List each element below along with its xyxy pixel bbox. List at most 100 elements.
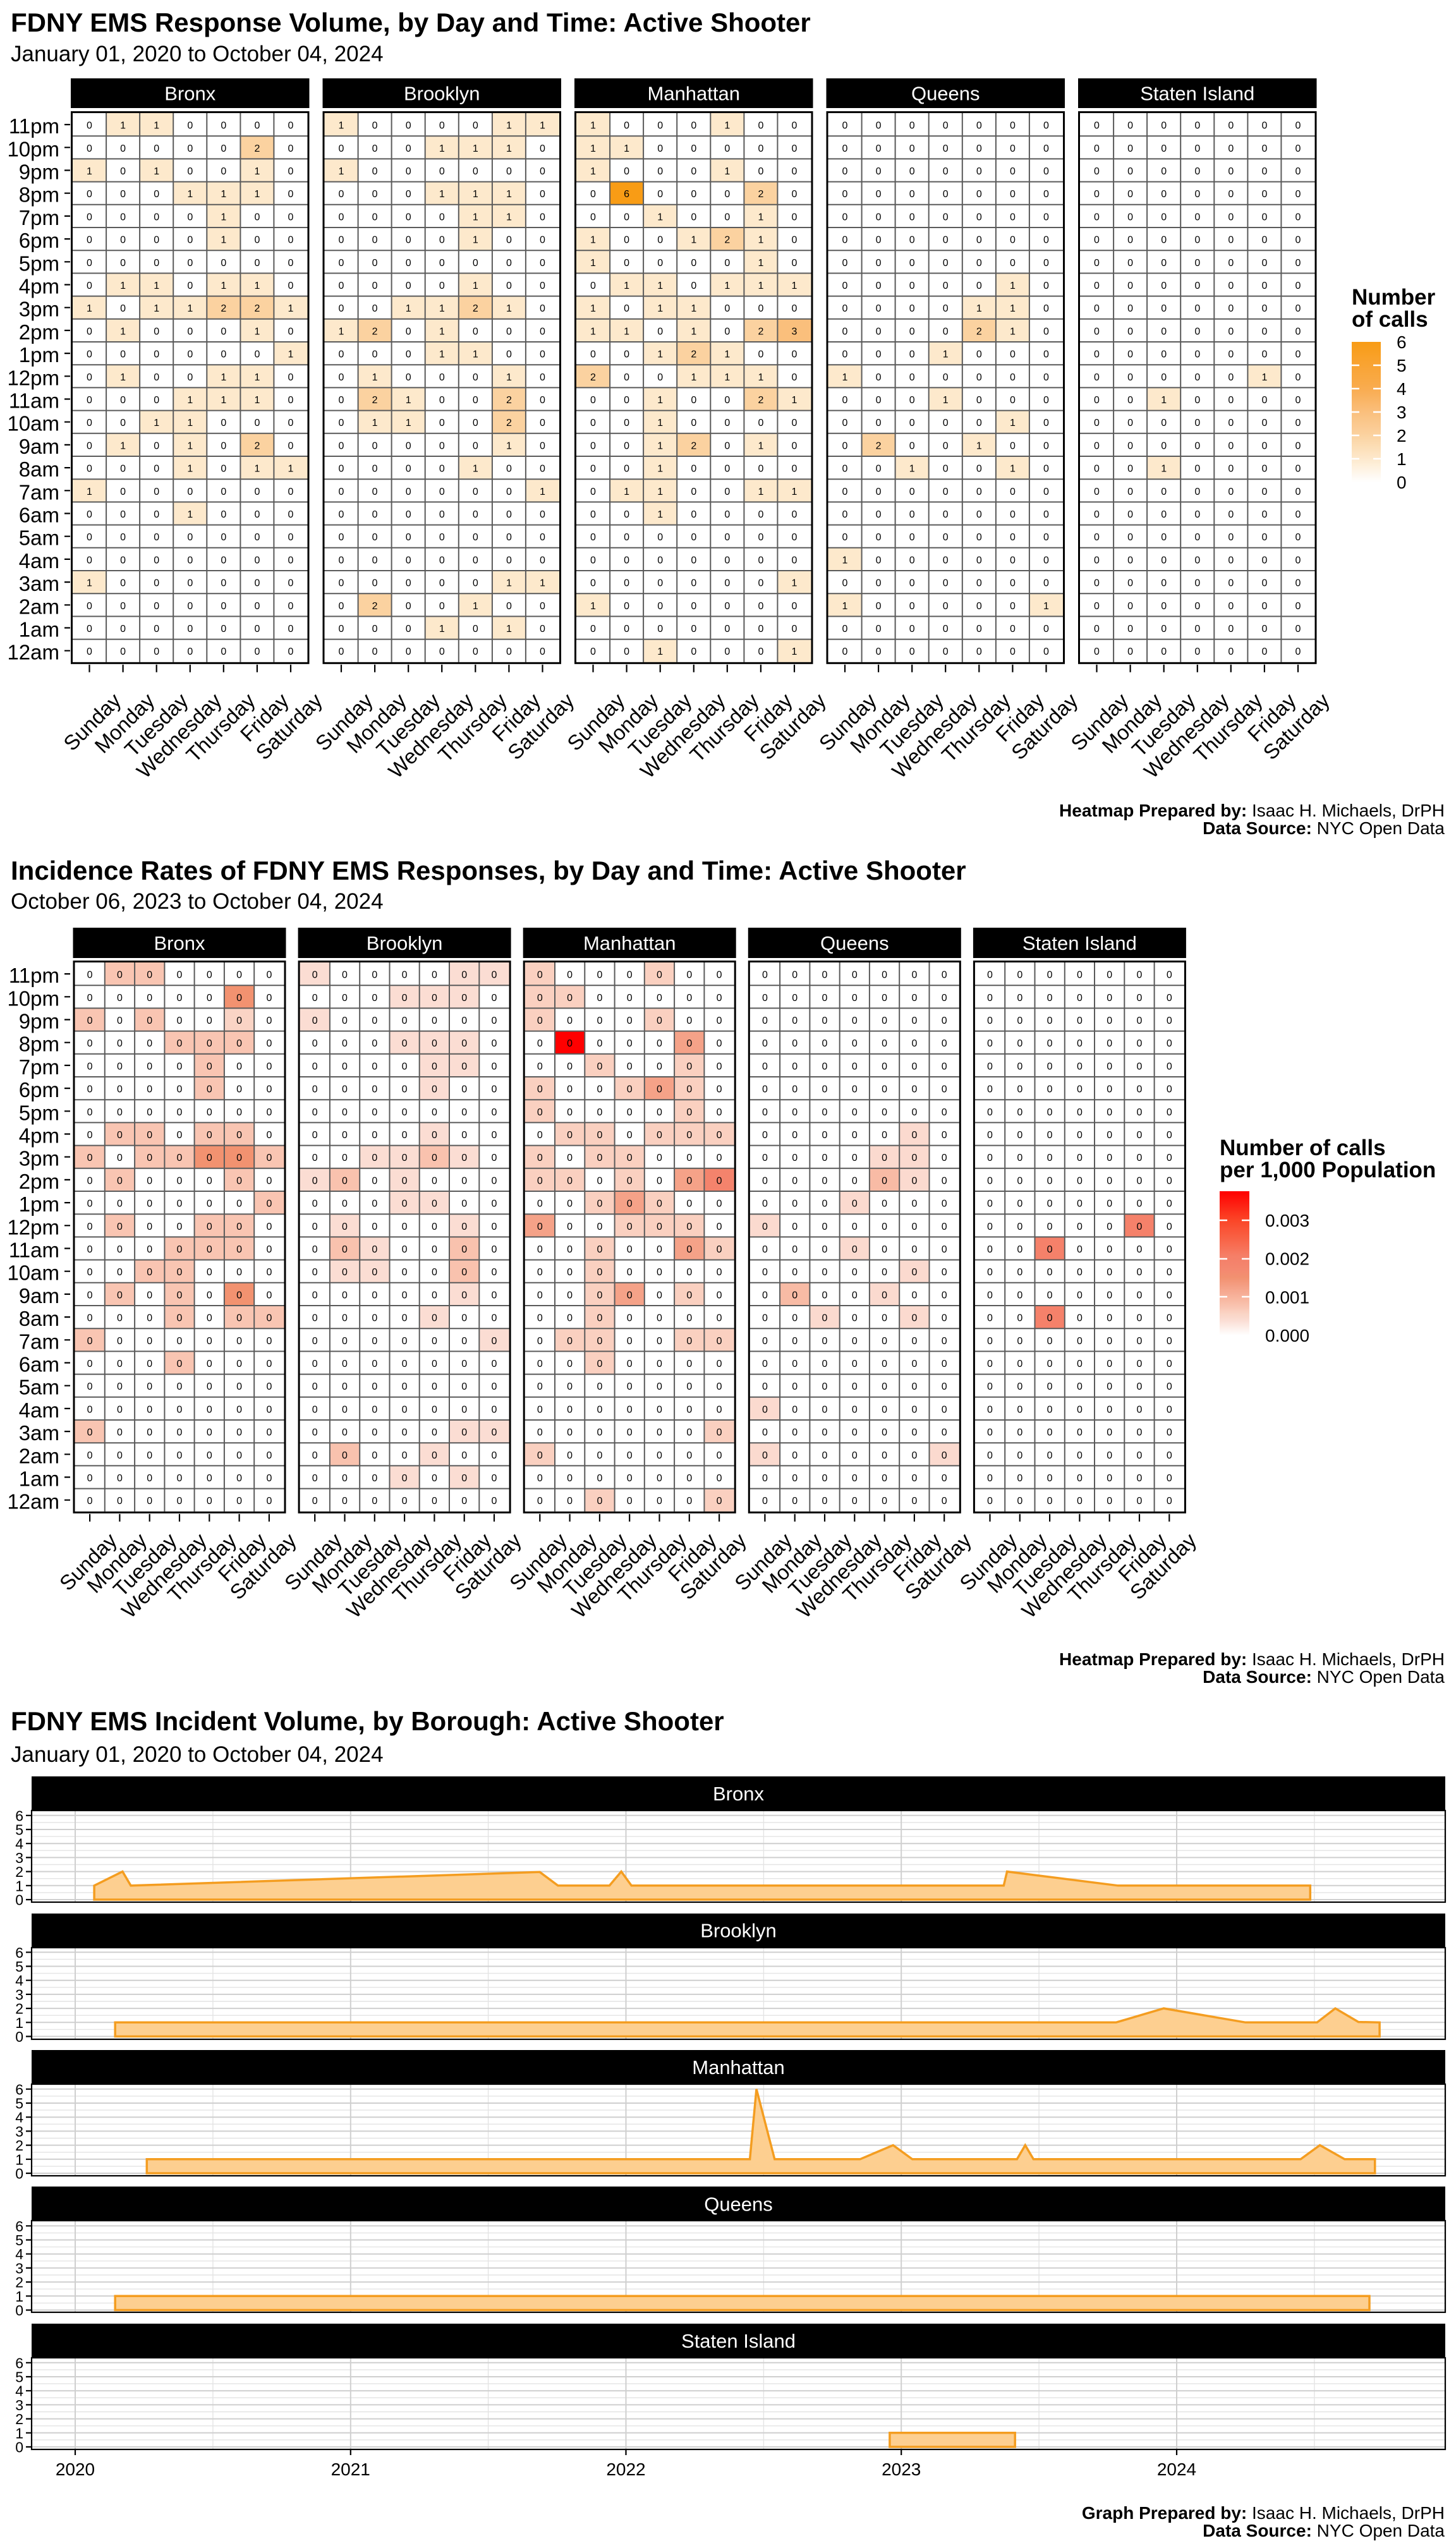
svg-text:0: 0 — [876, 509, 882, 520]
svg-text:0: 0 — [987, 1153, 993, 1163]
svg-text:2: 2 — [15, 2137, 23, 2154]
svg-text:0: 0 — [154, 487, 159, 497]
svg-text:0: 0 — [432, 1199, 437, 1210]
svg-text:0: 0 — [537, 1016, 543, 1026]
svg-text:0: 0 — [540, 235, 545, 246]
svg-text:0: 0 — [1295, 349, 1301, 360]
svg-text:0: 0 — [117, 1244, 123, 1255]
svg-text:0: 0 — [473, 487, 478, 497]
svg-text:0: 0 — [822, 1061, 828, 1072]
svg-text:1: 1 — [657, 395, 663, 406]
svg-text:0: 0 — [147, 1404, 152, 1415]
svg-text:0: 0 — [339, 143, 344, 154]
svg-text:0: 0 — [207, 1267, 212, 1278]
svg-text:0: 0 — [1077, 1222, 1083, 1232]
svg-text:0: 0 — [1127, 349, 1133, 360]
svg-text:0: 0 — [461, 1428, 467, 1438]
svg-text:0: 0 — [236, 1313, 242, 1324]
svg-text:0: 0 — [657, 1496, 662, 1507]
svg-text:0: 0 — [406, 326, 411, 337]
svg-text:0: 0 — [339, 395, 344, 406]
svg-text:0: 0 — [567, 1107, 573, 1118]
svg-text:0: 0 — [439, 166, 445, 177]
svg-text:0: 0 — [372, 532, 378, 543]
svg-text:0: 0 — [717, 1084, 722, 1095]
svg-text:0: 0 — [943, 440, 949, 451]
svg-text:0: 0 — [842, 646, 848, 657]
svg-text:0: 0 — [120, 235, 126, 246]
svg-text:0: 0 — [154, 212, 159, 222]
svg-text:1: 1 — [657, 509, 663, 520]
svg-text:0: 0 — [461, 1175, 467, 1186]
svg-text:0: 0 — [792, 166, 798, 177]
svg-text:0: 0 — [266, 1473, 272, 1484]
svg-text:0: 0 — [627, 1107, 633, 1118]
svg-text:0: 0 — [473, 509, 478, 520]
svg-text:0: 0 — [1261, 509, 1267, 520]
svg-text:0: 0 — [1228, 326, 1234, 337]
svg-text:0: 0 — [492, 1107, 497, 1118]
svg-text:0: 0 — [686, 1336, 692, 1347]
svg-text:2020: 2020 — [56, 2460, 95, 2479]
svg-text:0: 0 — [943, 578, 949, 589]
svg-text:0: 0 — [792, 1267, 798, 1278]
svg-text:0: 0 — [1194, 258, 1200, 269]
svg-text:0: 0 — [236, 1175, 242, 1186]
svg-text:0: 0 — [1010, 487, 1016, 497]
svg-text:0: 0 — [339, 258, 344, 269]
svg-text:0: 0 — [342, 1496, 348, 1507]
svg-text:per 1,000 Population: per 1,000 Population — [1220, 1158, 1436, 1182]
svg-text:0: 0 — [236, 1153, 242, 1163]
svg-text:1: 1 — [120, 121, 126, 131]
svg-text:1: 1 — [590, 166, 596, 177]
svg-text:0: 0 — [312, 1244, 318, 1255]
svg-text:0: 0 — [691, 555, 696, 566]
svg-text:0: 0 — [406, 143, 411, 154]
svg-text:0: 0 — [1077, 1130, 1083, 1141]
svg-text:0: 0 — [312, 1473, 318, 1484]
svg-text:0: 0 — [842, 212, 848, 222]
svg-text:0: 0 — [492, 1153, 497, 1163]
svg-text:0: 0 — [236, 1428, 242, 1438]
svg-text:0: 0 — [987, 1222, 993, 1232]
svg-text:0: 0 — [1295, 509, 1301, 520]
svg-text:0: 0 — [686, 993, 692, 1004]
svg-text:0: 0 — [976, 464, 982, 475]
svg-text:0: 0 — [624, 235, 629, 246]
svg-text:0: 0 — [540, 258, 545, 269]
svg-text:1: 1 — [506, 303, 512, 314]
svg-text:0: 0 — [339, 303, 344, 314]
svg-text:12am: 12am — [7, 1490, 59, 1514]
svg-text:0: 0 — [15, 2302, 23, 2319]
svg-text:0: 0 — [1295, 601, 1301, 612]
svg-text:0: 0 — [1107, 1084, 1112, 1095]
svg-text:0: 0 — [266, 1130, 272, 1141]
svg-text:0: 0 — [87, 1130, 93, 1141]
svg-text:0: 0 — [1295, 624, 1301, 634]
svg-text:0: 0 — [758, 624, 763, 634]
svg-text:0: 0 — [221, 326, 226, 337]
svg-text:0: 0 — [1167, 1084, 1172, 1095]
svg-text:0: 0 — [342, 1473, 348, 1484]
svg-text:0: 0 — [1228, 440, 1234, 451]
svg-text:1pm: 1pm — [19, 343, 59, 367]
svg-text:0: 0 — [177, 1130, 183, 1141]
svg-text:0: 0 — [236, 1084, 242, 1095]
svg-text:0: 0 — [590, 189, 596, 200]
svg-text:0: 0 — [624, 601, 629, 612]
svg-text:0: 0 — [657, 372, 663, 383]
svg-text:0: 0 — [339, 578, 344, 589]
svg-text:0: 0 — [207, 1084, 212, 1095]
svg-text:0: 0 — [177, 1153, 183, 1163]
svg-text:0: 0 — [492, 1038, 497, 1049]
svg-text:0: 0 — [876, 349, 882, 360]
svg-text:0: 0 — [567, 1222, 573, 1232]
svg-text:0: 0 — [976, 601, 982, 612]
svg-text:0: 0 — [406, 258, 411, 269]
svg-text:0: 0 — [154, 395, 159, 406]
svg-text:0: 0 — [342, 1222, 348, 1232]
svg-text:6: 6 — [15, 2081, 23, 2097]
svg-text:0: 0 — [567, 1428, 573, 1438]
svg-text:0: 0 — [792, 464, 798, 475]
svg-text:0: 0 — [762, 993, 768, 1004]
